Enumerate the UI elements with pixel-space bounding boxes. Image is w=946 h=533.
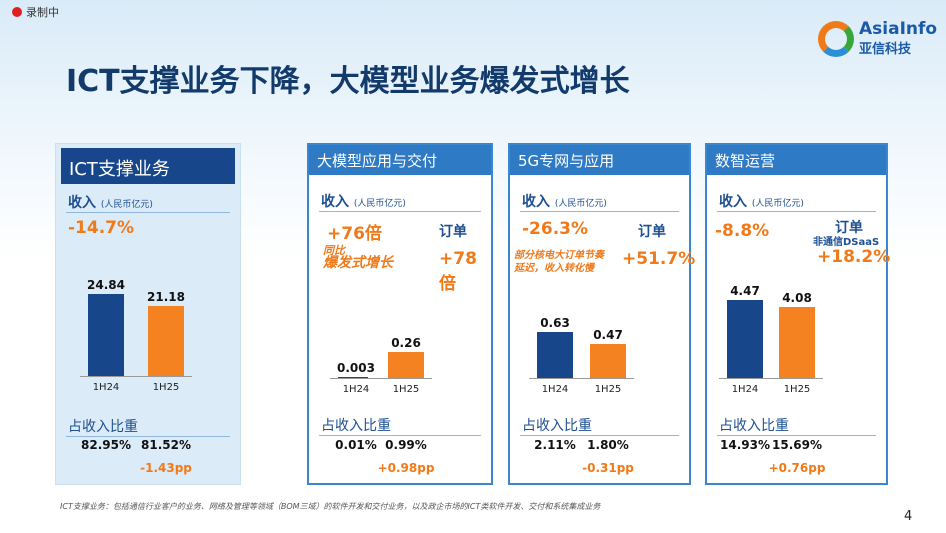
revenue-label: 收入 (人民币亿元): [522, 194, 607, 210]
share-value: 81.52%: [141, 438, 191, 452]
bar-1H24: [88, 294, 124, 376]
baseline: [719, 378, 823, 379]
revenue-label: 收入 (人民币亿元): [719, 194, 804, 210]
note: 同比: [323, 244, 345, 257]
category-label: 1H24: [92, 382, 120, 393]
value-label: 0.26: [391, 336, 421, 350]
value-label: 21.18: [147, 290, 185, 305]
bar-1H25: [148, 306, 184, 376]
category-label: 1H24: [541, 384, 569, 395]
footnote: ICT支撑业务：包括通信行业客户的业务、网络及管理等领域（BOM三域）的软件开发…: [60, 502, 601, 511]
order-change: +78倍: [439, 249, 477, 294]
share-label: 占收入比重: [522, 418, 592, 434]
panel-title: 数智运营: [707, 145, 886, 175]
bar-1H24: [537, 332, 573, 378]
panel-llm: 大模型应用与交付 收入 (人民币亿元) +76倍 订单 同比 爆发式增长 +78…: [307, 143, 493, 485]
note: 部分核电大订单节奏: [514, 250, 604, 261]
order-label: 订单: [638, 224, 666, 240]
share-label: 占收入比重: [68, 419, 138, 435]
share-change: -1.43pp: [140, 461, 192, 475]
share-label: 占收入比重: [719, 418, 789, 434]
divider: [66, 212, 230, 213]
bar-1H25: [590, 343, 626, 378]
share-value: 0.99%: [385, 438, 427, 452]
category-label: 1H25: [783, 384, 811, 395]
share-value: 14.93%: [720, 438, 770, 452]
share-value: 82.95%: [81, 438, 131, 452]
logo-cn: 亚信科技: [859, 42, 912, 57]
category-label: 1H25: [392, 384, 420, 395]
value-label: 24.84: [87, 278, 125, 292]
bar-1H24: [727, 300, 763, 378]
bar-1H25: [388, 352, 424, 378]
recording-indicator: 录制中: [12, 4, 59, 20]
recording-label: 录制中: [26, 6, 59, 19]
revenue-change: -14.7%: [68, 218, 135, 238]
share-change: +0.76pp: [768, 461, 826, 475]
divider: [319, 435, 481, 436]
baseline: [529, 378, 634, 379]
bar-1H24: [338, 377, 368, 378]
value-label: 4.47: [730, 284, 760, 298]
category-label: 1H25: [152, 382, 180, 393]
divider: [717, 435, 876, 436]
order-label: 订单: [439, 224, 467, 240]
logo-en: AsiaInfo: [859, 19, 938, 39]
category-label: 1H25: [594, 384, 622, 395]
baseline: [80, 376, 192, 377]
divider: [520, 211, 679, 212]
panel-title: 5G专网与应用: [510, 145, 689, 175]
page-title: ICT支撑业务下降，大模型业务爆发式增长: [66, 64, 630, 99]
value-label: 0.003: [337, 361, 375, 375]
revenue-label: 收入 (人民币亿元): [68, 195, 153, 211]
value-label: 0.63: [540, 316, 570, 330]
share-value: 0.01%: [335, 438, 377, 452]
note2: 爆发式增长: [323, 255, 393, 271]
share-value: 1.80%: [587, 438, 629, 452]
logo: AsiaInfo 亚信科技: [818, 20, 937, 57]
revenue-change: -8.8%: [715, 221, 770, 241]
logo-icon: [818, 20, 854, 57]
share-change: +0.98pp: [377, 461, 435, 475]
divider: [520, 435, 679, 436]
revenue-label: 收入 (人民币亿元): [321, 194, 406, 210]
divider: [717, 211, 876, 212]
divider: [319, 211, 481, 212]
value-label: 0.47: [593, 327, 623, 342]
divider: [66, 436, 230, 437]
note2: 延迟，收入转化慢: [514, 263, 594, 274]
category-label: 1H24: [731, 384, 759, 395]
baseline: [330, 378, 432, 379]
order-change: +18.2%: [817, 247, 891, 267]
panel-5g: 5G专网与应用 收入 (人民币亿元) -26.3% 订单 部分核电大订单节奏 延…: [508, 143, 695, 485]
bar-1H25: [779, 306, 815, 378]
value-label: 4.08: [782, 290, 812, 305]
share-value: 2.11%: [534, 438, 576, 452]
share-change: -0.31pp: [582, 461, 634, 475]
revenue-change: +76倍: [327, 224, 382, 244]
order-change: +51.7%: [622, 249, 696, 269]
share-label: 占收入比重: [321, 418, 391, 434]
share-value: 15.69%: [772, 438, 822, 452]
revenue-change: -26.3%: [522, 219, 589, 239]
page-number: 4: [904, 509, 913, 524]
panel-title: 大模型应用与交付: [309, 145, 491, 175]
order-label: 订单: [835, 220, 863, 236]
order-sub: 非通信DSaaS: [813, 237, 880, 248]
record-icon: [12, 7, 22, 17]
category-label: 1H24: [342, 384, 370, 395]
panel-title: ICT支撑业务: [61, 148, 235, 184]
